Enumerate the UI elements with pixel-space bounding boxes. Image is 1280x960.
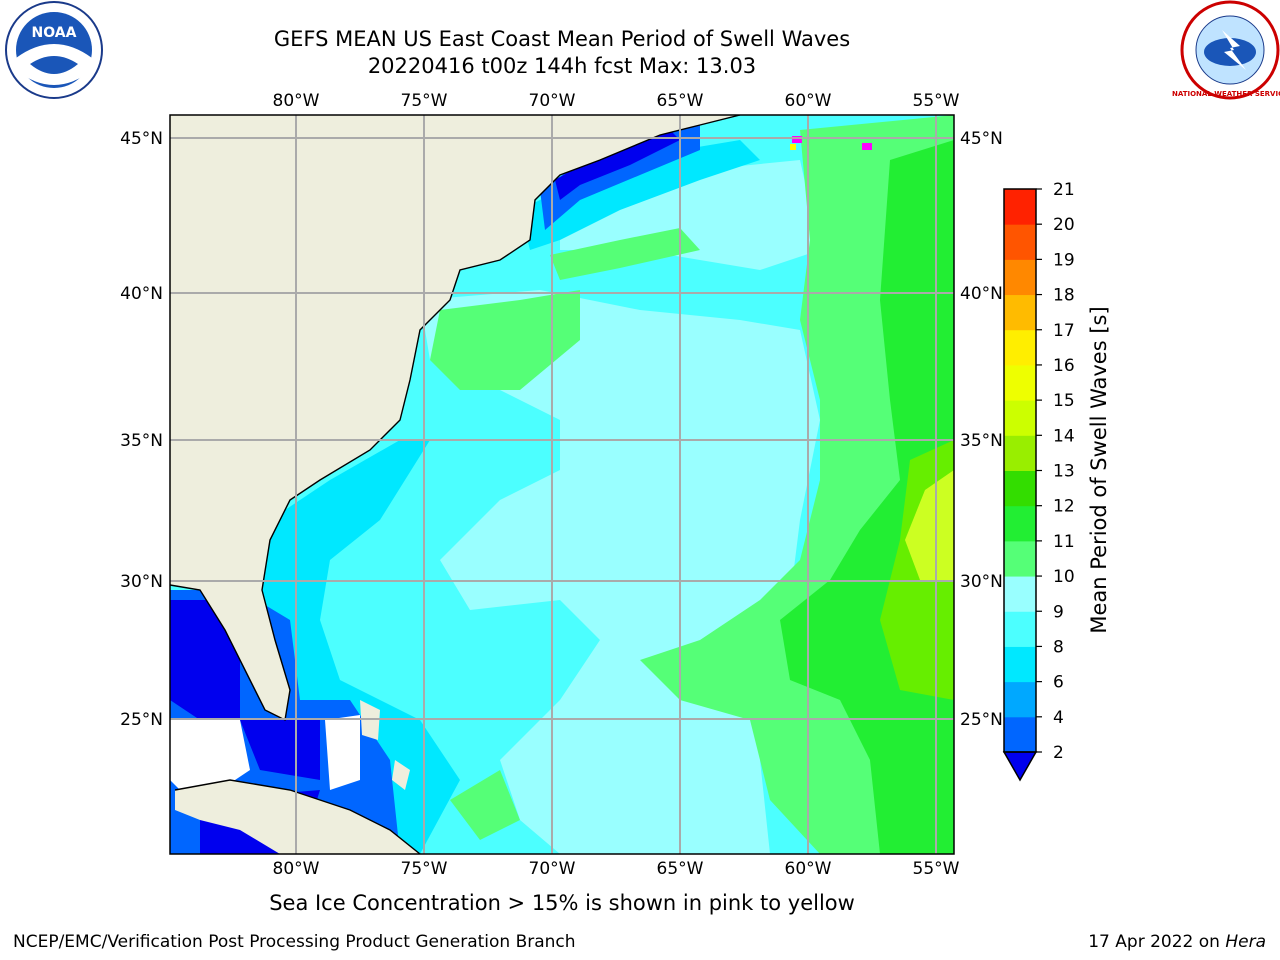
colorbar: 2 4 6 8 9 10 11 12 13 14 15 16 17 18 19 20 21 [1002,180,1075,782]
colorbar-segment [1004,259,1036,296]
graticule [170,115,954,854]
colorbar-segment [1004,329,1036,366]
lat-label-left: 40°N [120,284,163,304]
colorbar-segment [1004,189,1036,225]
noaa-logo-text: NOAA [32,25,77,41]
colorbar-segment [1004,435,1036,471]
colorbar-segment [1004,224,1036,260]
colorbar-tick-label: 18 [1053,286,1075,306]
colorbar-tick-label: 6 [1053,673,1064,693]
colorbar-tick-label: 19 [1053,250,1075,270]
lat-label-left: 25°N [120,710,163,730]
colorbar-tick-label: 17 [1053,321,1075,341]
colorbar-extend-arrow [1002,751,1038,782]
lon-label-bottom: 55°W [913,859,960,879]
colorbar-tick-label: 2 [1053,743,1064,763]
colorbar-tick-label: 21 [1053,180,1075,200]
colorbar-segment [1004,294,1036,331]
lat-label-right: 30°N [960,572,1003,592]
colorbar-segment [1004,576,1036,612]
colorbar-tick-label: 13 [1053,462,1075,482]
footer-branch: NCEP/EMC/Verification Post Processing Pr… [13,932,576,952]
lat-label-right: 45°N [960,129,1003,149]
coastline [170,115,741,854]
footer-machine: Hera [1225,932,1266,952]
lon-labels-bottom: 80°W 75°W 70°W 65°W 60°W 55°W [273,859,960,879]
land-cuba [175,780,420,854]
band-9-10-carib [450,770,520,840]
band-8-9-central [420,290,820,854]
lon-label-bottom: 70°W [529,859,576,879]
colorbar-segment [1004,646,1036,683]
lon-label-bottom: 60°W [785,859,832,879]
lon-label-top: 60°W [785,91,832,111]
band-2-4-gulfmaine [540,125,700,230]
band-lt2-gulf [170,600,320,854]
nws-logo: NATIONAL WEATHER SERVICE [1172,0,1280,100]
noaa-logo: NOAA [5,1,103,99]
lat-label-right: 40°N [960,284,1003,304]
swell-period-field [170,115,954,854]
lon-label-top: 70°W [529,91,576,111]
colorbar-tick-label: 14 [1053,426,1075,446]
lat-label-left: 35°N [120,431,163,451]
title-line-2: 20220416 t00z 144h fcst Max: 13.03 [367,54,757,78]
colorbar-tick-label: 20 [1053,215,1075,235]
colorbar-segment [1004,716,1036,753]
colorbar-segment [1004,611,1036,647]
lat-label-right: 25°N [960,710,1003,730]
land-north-america [170,115,740,720]
colorbar-segment [1004,400,1036,436]
colorbar-tick-label: 10 [1053,567,1075,587]
footer-date-text: 17 Apr 2022 on [1088,932,1220,952]
colorbar-segment [1004,540,1036,577]
sea-ice-markers [790,136,872,150]
colorbar-tick-label: 4 [1053,708,1064,728]
lat-label-right: 35°N [960,431,1003,451]
lon-label-bottom: 75°W [401,859,448,879]
colorbar-tick-label: 15 [1053,391,1075,411]
colorbar-tick-label: 8 [1053,637,1064,657]
colorbar-segment [1004,505,1036,542]
land-bahamas [360,700,410,790]
sea-ice-cell [790,144,796,150]
colorbar-tick-label: 11 [1053,532,1075,552]
lon-label-top: 55°W [913,91,960,111]
colorbar-segment [1004,364,1036,401]
lon-label-bottom: 80°W [273,859,320,879]
nws-logo-text: NATIONAL WEATHER SERVICE [1172,90,1280,98]
colorbar-label: Mean Period of Swell Waves [s] [1087,306,1111,633]
footer-date: 17 Apr 2022 on Hera [1088,932,1266,952]
map-frame [169,114,955,855]
lat-labels-left: 45°N 40°N 35°N 30°N 25°N [120,129,163,730]
lat-label-left: 30°N [120,572,163,592]
band-4-6-north [520,140,760,250]
colorbar-tick-label: 9 [1053,602,1064,622]
lat-labels-right: 45°N 40°N 35°N 30°N 25°N [960,129,1003,730]
sea-ice-note: Sea Ice Concentration > 15% is shown in … [269,891,855,915]
no-data-region [170,715,360,790]
band-lt2-gulfmaine [555,130,680,200]
title-line-1: GEFS MEAN US East Coast Mean Period of S… [273,27,851,51]
lon-label-top: 75°W [401,91,448,111]
band-9-10-gulfmaine [550,228,700,280]
lat-label-left: 45°N [120,129,163,149]
colorbar-segment [1004,470,1036,507]
lon-label-top: 65°W [657,91,704,111]
colorbar-tick-label: 12 [1053,497,1075,517]
sea-ice-cell [862,143,872,150]
lon-label-bottom: 65°W [657,859,704,879]
band-12-13 [905,470,954,580]
band-9-10-north [430,290,580,390]
colorbar-tick-label: 16 [1053,356,1075,376]
lon-label-top: 80°W [273,91,320,111]
sea-ice-cell [792,136,802,143]
colorbar-segment [1004,681,1036,718]
lon-labels-top: 80°W 75°W 70°W 65°W 60°W 55°W [273,91,960,111]
